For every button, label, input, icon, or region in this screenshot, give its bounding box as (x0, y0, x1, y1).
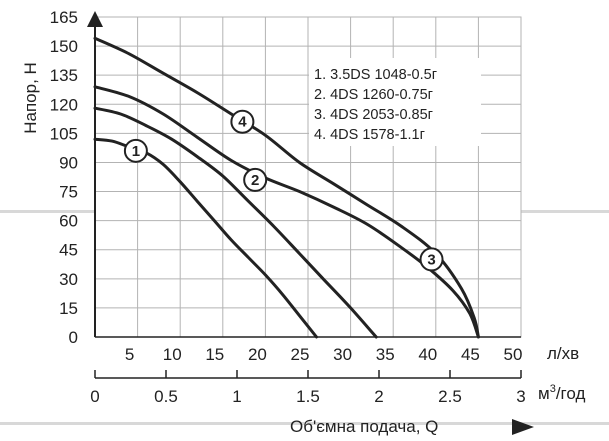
x-tick-label: 50 (504, 345, 523, 364)
curve-number-4: 4 (238, 114, 247, 131)
x-tick-labels: 5 10 15 20 25 30 35 40 45 50 (125, 345, 523, 364)
y-tick-label: 30 (59, 270, 78, 289)
y-tick-label: 45 (59, 241, 78, 260)
y-tick-label: 135 (50, 66, 78, 85)
legend-entry-4: 4. 4DS 1578-1.1г (314, 127, 425, 143)
x2-tick-labels: 0 0.5 1 1.5 2 2.5 3 (90, 370, 526, 406)
bottom-separator (0, 422, 609, 425)
y-tick-label: 15 (59, 299, 78, 318)
y-tick-label: 0 (69, 328, 78, 347)
legend-box (309, 58, 481, 146)
x-axis-unit: л/хв (547, 344, 579, 363)
pump-curve-3 (93, 85, 480, 339)
x-tick-label: 15 (205, 345, 224, 364)
x2-tick-label: 1.5 (296, 387, 320, 406)
legend-entry-1: 1. 3.5DS 1048-0.5г (314, 67, 437, 83)
x2-tick-label: 2 (374, 387, 383, 406)
x2-axis-unit-rest: /год (556, 384, 586, 403)
x2-axis-unit-base: м (538, 384, 550, 403)
chart-grid (94, 16, 522, 338)
y-axis-label: Напор, Н (21, 62, 40, 134)
x-tick-label: 30 (333, 345, 352, 364)
y-tick-label: 120 (50, 95, 78, 114)
y-tick-labels: 0 15 30 45 60 75 90 105 120 135 150 165 (50, 8, 78, 347)
x-axis-label: Об'ємна подача, Q (290, 417, 438, 436)
x-axis-arrow (512, 419, 534, 435)
x-tick-label: 25 (291, 345, 310, 364)
x-tick-label: 20 (248, 345, 267, 364)
pump-curve-2 (93, 106, 378, 339)
x2-tick-label: 0 (90, 387, 99, 406)
curve-marker-2 (243, 167, 268, 192)
x2-tick-label: 1 (232, 387, 241, 406)
pump-curves: 1 2 3 4 (93, 36, 480, 339)
x2-axis-unit-sup: 3 (550, 383, 556, 395)
curve-number-1: 1 (132, 143, 140, 160)
y-axis-arrow (87, 11, 103, 27)
chart-legend: 1. 3.5DS 1048-0.5г 2. 4DS 1260-0.75г 3. … (309, 58, 481, 146)
y-tick-label: 75 (59, 183, 78, 202)
y-tick-label: 90 (59, 153, 78, 172)
x-tick-label: 45 (461, 345, 480, 364)
pump-curve-4 (93, 36, 480, 339)
curve-marker-1 (123, 138, 148, 163)
y-tick-label: 165 (50, 8, 78, 27)
curve-marker-3 (419, 247, 444, 272)
x2-axis-unit: м3/год (538, 383, 585, 403)
x-tick-label: 10 (163, 345, 182, 364)
legend-entry-3: 3. 4DS 2053-0.85г (314, 107, 433, 123)
x-tick-label: 5 (125, 345, 134, 364)
x-tick-label: 35 (376, 345, 395, 364)
curve-marker-4 (230, 109, 255, 134)
y-tick-label: 150 (50, 37, 78, 56)
curve-number-2: 2 (251, 172, 259, 189)
legend-entry-2: 2. 4DS 1260-0.75г (314, 87, 433, 103)
x-tick-label: 40 (418, 345, 437, 364)
y-tick-label: 60 (59, 212, 78, 231)
x2-tick-label: 0.5 (154, 387, 178, 406)
x2-tick-label: 2.5 (438, 387, 462, 406)
x2-tick-label: 3 (516, 387, 525, 406)
y-tick-label: 105 (50, 124, 78, 143)
curve-number-3: 3 (427, 251, 435, 268)
